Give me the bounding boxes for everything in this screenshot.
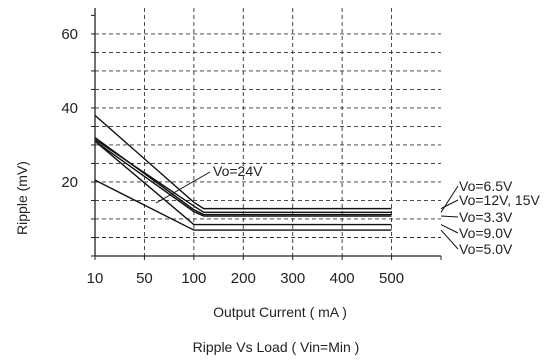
series-label: Vo=3.3V — [459, 209, 513, 225]
series-leader-line — [440, 185, 459, 213]
series-leader-line — [440, 199, 459, 210]
series-label: Vo=5.0V — [459, 241, 513, 257]
x-tick-label: 300 — [280, 270, 305, 287]
x-tick-label: 400 — [330, 270, 355, 287]
x-tick-label: 500 — [379, 270, 404, 287]
series-line — [94, 138, 392, 214]
series-line — [94, 136, 392, 216]
series-leader-line — [440, 224, 459, 234]
series-lines — [94, 114, 392, 231]
series-leader-line — [155, 171, 211, 204]
series-leader-line — [440, 229, 459, 250]
x-tick-label: 200 — [231, 270, 256, 287]
series-line — [94, 179, 392, 231]
series-line — [94, 140, 392, 226]
series-line — [94, 140, 392, 217]
y-tick-label: 60 — [61, 26, 78, 43]
series-leader-line — [440, 215, 459, 218]
x-tick-label: 50 — [136, 270, 153, 287]
series-label: Vo=6.5V — [459, 178, 513, 194]
y-tick-label: 40 — [61, 100, 78, 117]
series-label: Vo=9.0V — [459, 225, 513, 241]
chart-title: Ripple Vs Load ( Vin=Min ) — [193, 339, 360, 355]
tick-labels: 10 50 100 200 300 400 500 20 40 60 — [61, 26, 404, 287]
series-line — [94, 114, 392, 210]
series-label: Vo=24V — [213, 163, 263, 179]
y-tick-label: 20 — [61, 174, 78, 191]
axes — [91, 8, 442, 260]
series-label: Vo=12V, 15V — [459, 192, 541, 208]
y-axis-label: Ripple (mV) — [14, 161, 30, 235]
x-tick-label: 100 — [181, 270, 206, 287]
x-axis-label: Output Current ( mA ) — [213, 304, 347, 320]
grid — [95, 8, 441, 256]
x-tick-label: 10 — [87, 270, 104, 287]
